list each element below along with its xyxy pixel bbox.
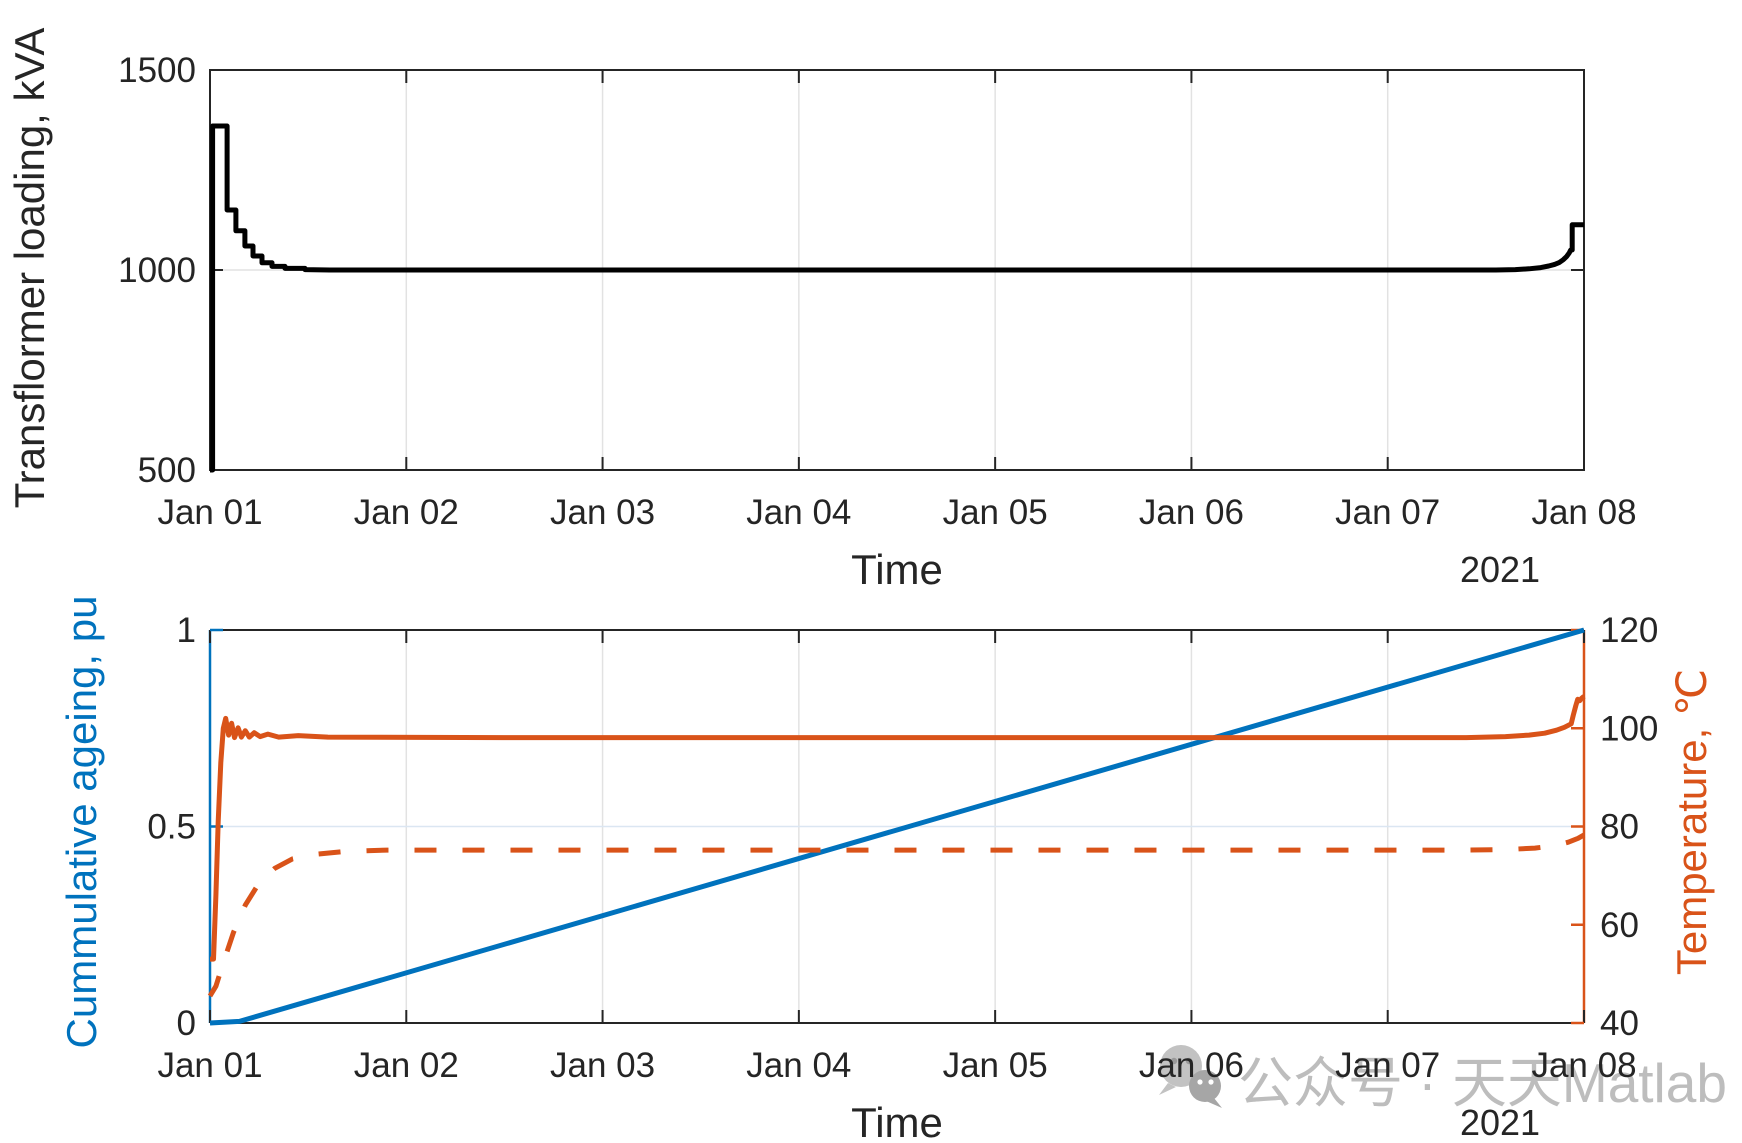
left-tick-label: 0	[177, 1004, 196, 1043]
bottom-chart-ylabel-left: Cummulative ageing, pu	[58, 596, 105, 1049]
x-tick-label: Jan 02	[354, 1046, 459, 1085]
x-tick-label: Jan 04	[746, 1046, 851, 1085]
x-tick-label: Jan 05	[943, 1046, 1048, 1085]
top-chart-xlabel: Time	[851, 546, 943, 593]
x-tick-label: Jan 04	[746, 493, 851, 532]
bottom-chart-axes	[208, 628, 1586, 1025]
x-tick-label: Jan 08	[1531, 1046, 1636, 1085]
x-tick-label: Jan 06	[1139, 493, 1244, 532]
bottom-chart-xlabel: Time	[851, 1099, 943, 1143]
right-tick-label: 40	[1600, 1004, 1639, 1043]
x-tick-label: Jan 07	[1335, 493, 1440, 532]
watermark-text: 公众号 · 天天Matlab	[1238, 1052, 1727, 1114]
top-chart-series	[210, 123, 1584, 473]
x-tick-label: Jan 02	[354, 493, 459, 532]
left-tick-label: 1	[177, 611, 196, 650]
series-cumulative-ageing	[209, 627, 1585, 1026]
top-chart-tick-labels: Jan 01 Jan 02 Jan 03 Jan 04 Jan 05 Jan 06 Jan …	[118, 51, 1636, 532]
bottom-chart-tick-labels: Jan 01 Jan 02 Jan 03 Jan 04 Jan 05 Jan 06 Jan …	[147, 611, 1658, 1085]
left-tick-label: 0.5	[147, 808, 196, 847]
x-tick-label: Jan 01	[157, 493, 262, 532]
x-tick-label: Jan 06	[1139, 1046, 1244, 1085]
bottom-chart-grid	[210, 630, 1584, 1023]
right-tick-label: 120	[1600, 611, 1658, 650]
y-tick-label: 1000	[118, 251, 196, 290]
series-transformer-loading	[210, 123, 1584, 473]
series-temperature-solid	[210, 694, 1586, 962]
x-tick-label: Jan 05	[943, 493, 1048, 532]
wechat-icon	[1159, 1045, 1222, 1108]
bottom-chart-series	[207, 627, 1586, 1026]
right-tick-label: 80	[1600, 808, 1639, 847]
bottom-chart: Jan 01 Jan 02 Jan 03 Jan 04 Jan 05 Jan 06 Jan …	[58, 596, 1715, 1143]
x-tick-label: Jan 01	[157, 1046, 262, 1085]
bottom-chart-year-label: 2021	[1460, 1102, 1540, 1143]
y-tick-label: 500	[138, 451, 196, 490]
x-tick-label: Jan 08	[1531, 493, 1636, 532]
x-tick-label: Jan 03	[550, 493, 655, 532]
right-tick-label: 60	[1600, 906, 1639, 945]
top-chart-ylabel: Transflormer loading, kVA	[6, 28, 53, 509]
x-tick-label: Jan 07	[1335, 1046, 1440, 1085]
y-tick-label: 1500	[118, 51, 196, 90]
watermark: 公众号 · 天天Matlab	[1159, 1045, 1727, 1114]
right-tick-label: 100	[1600, 709, 1658, 748]
x-tick-label: Jan 03	[550, 1046, 655, 1085]
top-chart-year-label: 2021	[1460, 549, 1540, 590]
bottom-chart-ylabel-right: Temperature, ℃	[1668, 669, 1715, 975]
series-temperature-dashed	[207, 832, 1586, 998]
top-chart: Jan 01 Jan 02 Jan 03 Jan 04 Jan 05 Jan 06 Jan …	[6, 28, 1637, 593]
